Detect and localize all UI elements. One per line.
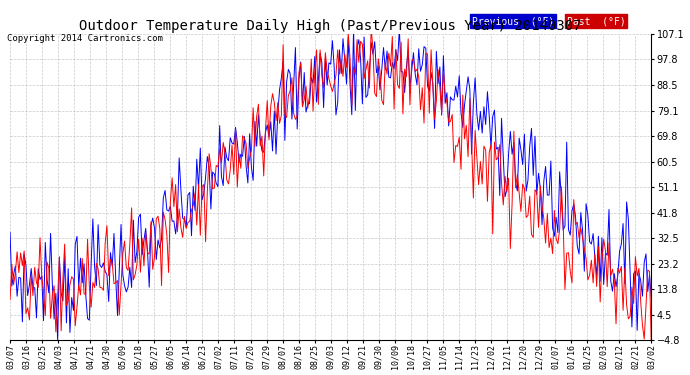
Text: Past  (°F): Past (°F): [566, 16, 625, 26]
Title: Outdoor Temperature Daily High (Past/Previous Year) 20140307: Outdoor Temperature Daily High (Past/Pre…: [79, 19, 582, 33]
Text: Previous  (°F): Previous (°F): [472, 16, 554, 26]
Text: Copyright 2014 Cartronics.com: Copyright 2014 Cartronics.com: [7, 34, 163, 43]
